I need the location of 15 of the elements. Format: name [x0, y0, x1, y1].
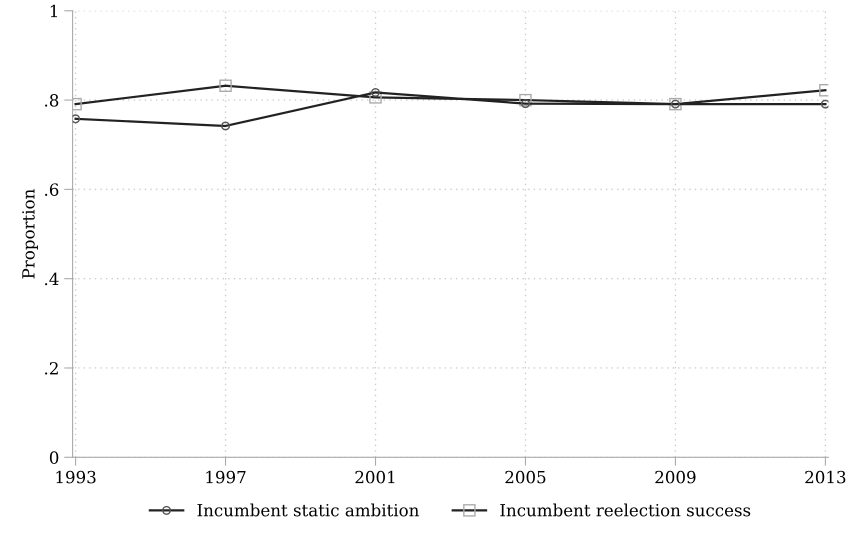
y-tick-label: 0	[50, 451, 58, 464]
y-tick-label: .4	[45, 272, 59, 286]
y-tick-label: .6	[45, 183, 58, 196]
x-tick-label: 1997	[206, 470, 246, 484]
x-tick-label: 2009	[655, 470, 696, 484]
x-tick-label: 1993	[56, 470, 96, 484]
y-tick-label: 1	[50, 4, 58, 18]
x-tick-label: 2005	[505, 470, 546, 484]
legend-label: Incumbent reelection success	[500, 504, 750, 516]
legend-label: Incumbent static ambition	[197, 504, 419, 516]
y-tick-label: .2	[45, 362, 58, 375]
x-tick-label: 2013	[805, 470, 846, 484]
y-tick-label: .8	[45, 94, 58, 107]
x-tick-label: 2001	[355, 470, 394, 484]
y-axis-title: Proportion	[22, 189, 38, 278]
